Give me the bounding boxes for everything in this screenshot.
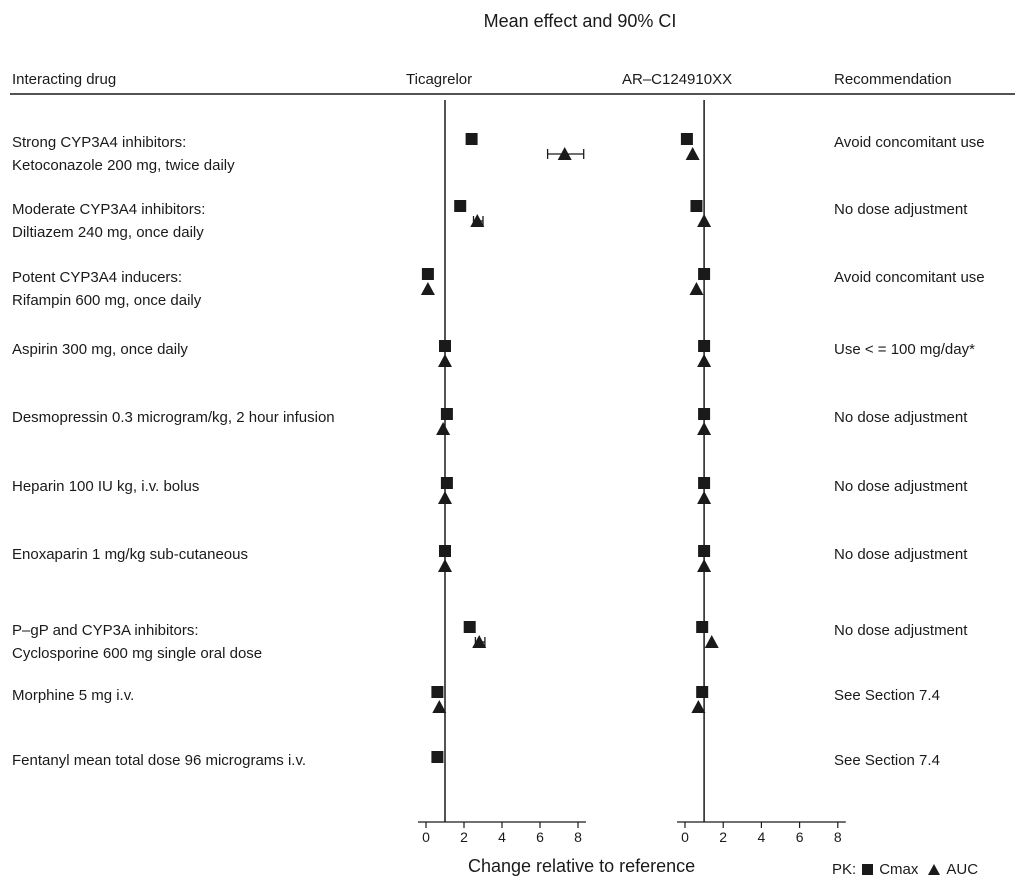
metabolite-cmax-marker <box>698 545 710 557</box>
recommendation-label: No dose adjustment <box>834 547 967 562</box>
drug-label: Moderate CYP3A4 inhibitors: Diltiazem 24… <box>12 198 205 244</box>
recommendation-label: Avoid concomitant use <box>834 135 985 150</box>
legend-auc: AUC <box>946 862 978 877</box>
metabolite-cmax-marker <box>696 686 708 698</box>
drug-label: Desmopressin 0.3 microgram/kg, 2 hour in… <box>12 406 335 429</box>
ticagrelor-auc-marker <box>432 700 446 713</box>
cmax-square-icon <box>862 864 873 875</box>
metabolite-auc-marker <box>697 559 711 572</box>
ticagrelor-cmax-marker <box>464 621 476 633</box>
legend-prefix: PK: <box>832 862 856 877</box>
ticagrelor-cmax-marker <box>431 751 443 763</box>
recommendation-label: See Section 7.4 <box>834 688 940 703</box>
metabolite-auc-marker <box>689 282 703 295</box>
ticagrelor-cmax-marker <box>441 477 453 489</box>
ticagrelor-x-tick-label: 4 <box>498 829 506 845</box>
metabolite-x-tick-label: 0 <box>681 829 689 845</box>
metabolite-auc-marker <box>697 422 711 435</box>
metabolite-auc-marker <box>691 700 705 713</box>
metabolite-auc-marker <box>697 354 711 367</box>
ticagrelor-cmax-marker <box>454 200 466 212</box>
recommendation-label: No dose adjustment <box>834 410 967 425</box>
drug-label: Fentanyl mean total dose 96 micrograms i… <box>12 749 306 772</box>
metabolite-cmax-marker <box>698 340 710 352</box>
ticagrelor-x-tick-label: 6 <box>536 829 544 845</box>
auc-triangle-icon <box>928 864 940 875</box>
metabolite-cmax-marker <box>681 133 693 145</box>
ticagrelor-cmax-marker <box>439 545 451 557</box>
metabolite-cmax-marker <box>696 621 708 633</box>
ticagrelor-auc-marker <box>438 559 452 572</box>
ticagrelor-cmax-marker <box>466 133 478 145</box>
metabolite-cmax-marker <box>698 408 710 420</box>
metabolite-auc-marker <box>697 214 711 227</box>
drug-label: P–gP and CYP3A inhibitors: Cyclosporine … <box>12 619 262 665</box>
ticagrelor-auc-marker <box>436 422 450 435</box>
recommendation-label: Use < = 100 mg/day* <box>834 342 975 357</box>
ticagrelor-cmax-marker <box>422 268 434 280</box>
metabolite-cmax-marker <box>690 200 702 212</box>
ticagrelor-auc-marker <box>421 282 435 295</box>
metabolite-x-tick-label: 4 <box>758 829 766 845</box>
drug-label: Potent CYP3A4 inducers: Rifampin 600 mg,… <box>12 266 201 312</box>
metabolite-auc-marker <box>697 491 711 504</box>
ticagrelor-auc-marker <box>438 354 452 367</box>
metabolite-auc-marker <box>686 147 700 160</box>
drug-label: Morphine 5 mg i.v. <box>12 684 134 707</box>
recommendation-label: No dose adjustment <box>834 479 967 494</box>
metabolite-x-tick-label: 6 <box>796 829 804 845</box>
ticagrelor-x-tick-label: 0 <box>422 829 430 845</box>
drug-label: Enoxaparin 1 mg/kg sub-cutaneous <box>12 543 248 566</box>
metabolite-auc-marker <box>705 635 719 648</box>
recommendation-label: No dose adjustment <box>834 202 967 217</box>
ticagrelor-auc-marker <box>438 491 452 504</box>
legend-cmax: Cmax <box>879 862 918 877</box>
recommendation-label: No dose adjustment <box>834 623 967 638</box>
drug-label: Strong CYP3A4 inhibitors: Ketoconazole 2… <box>12 131 235 177</box>
legend: PK: Cmax AUC <box>832 862 978 877</box>
ticagrelor-cmax-marker <box>431 686 443 698</box>
ticagrelor-x-tick-label: 8 <box>574 829 582 845</box>
metabolite-x-tick-label: 2 <box>719 829 727 845</box>
ticagrelor-cmax-marker <box>441 408 453 420</box>
x-axis-label: Change relative to reference <box>468 857 695 875</box>
ticagrelor-cmax-marker <box>439 340 451 352</box>
metabolite-x-tick-label: 8 <box>834 829 842 845</box>
metabolite-cmax-marker <box>698 477 710 489</box>
drug-label: Heparin 100 IU kg, i.v. bolus <box>12 475 199 498</box>
recommendation-label: See Section 7.4 <box>834 753 940 768</box>
metabolite-cmax-marker <box>698 268 710 280</box>
drug-label: Aspirin 300 mg, once daily <box>12 338 188 361</box>
recommendation-label: Avoid concomitant use <box>834 270 985 285</box>
ticagrelor-x-tick-label: 2 <box>460 829 468 845</box>
